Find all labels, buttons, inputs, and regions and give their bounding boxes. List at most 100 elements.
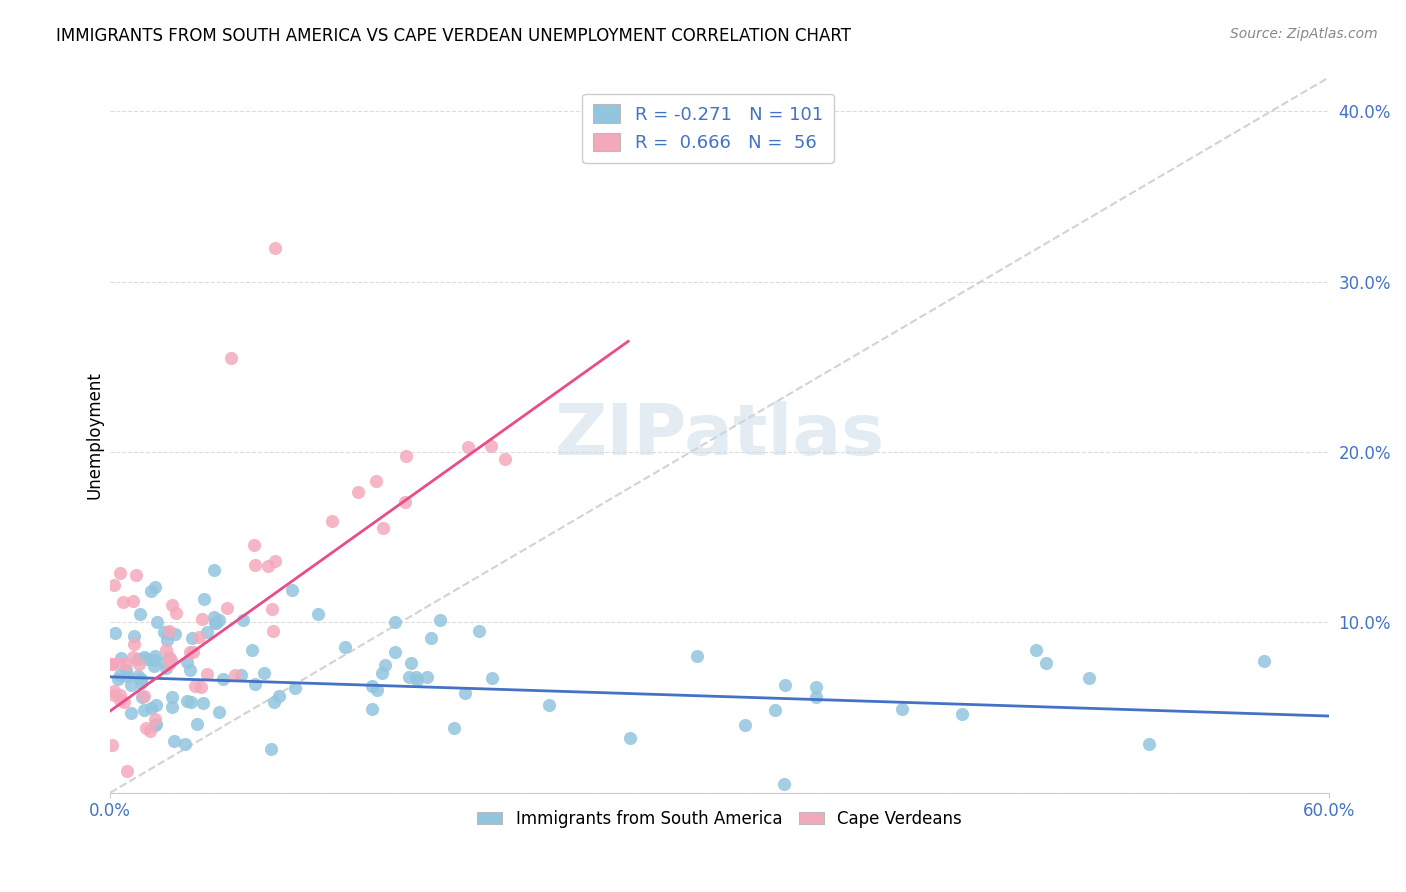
Point	[481, 672, 503, 686]
Point	[143, 712, 166, 726]
Point	[159, 653, 181, 667]
Point	[262, 624, 284, 639]
Point	[159, 653, 181, 667]
Point	[174, 737, 197, 751]
Point	[142, 653, 165, 667]
Point	[155, 661, 177, 675]
Point	[364, 475, 387, 489]
Point	[115, 664, 138, 678]
Point	[135, 721, 157, 735]
Point	[103, 578, 125, 592]
Point	[281, 583, 304, 598]
Point	[184, 679, 207, 693]
Point	[157, 657, 180, 671]
Point	[180, 695, 202, 709]
Point	[243, 677, 266, 691]
Point	[399, 656, 422, 670]
Point	[165, 627, 187, 641]
Point	[138, 723, 160, 738]
Point	[181, 645, 204, 659]
Point	[208, 613, 231, 627]
Point	[950, 707, 973, 722]
Point	[157, 650, 180, 665]
Point	[188, 630, 211, 644]
Point	[145, 717, 167, 731]
Point	[215, 601, 238, 615]
Point	[193, 591, 215, 606]
Point	[191, 696, 214, 710]
Point	[114, 657, 136, 672]
Point	[134, 704, 156, 718]
Point	[202, 563, 225, 577]
Point	[155, 643, 177, 657]
Point	[157, 626, 180, 640]
Point	[112, 595, 135, 609]
Point	[103, 688, 125, 702]
Point	[163, 734, 186, 748]
Point	[264, 241, 287, 255]
Point	[395, 449, 418, 463]
Point	[371, 521, 394, 535]
Point	[1137, 737, 1160, 751]
Point	[773, 777, 796, 791]
Point	[406, 673, 429, 687]
Point	[468, 624, 491, 639]
Point	[181, 631, 204, 645]
Point	[242, 642, 264, 657]
Point	[134, 650, 156, 665]
Point	[1253, 654, 1275, 668]
Point	[202, 610, 225, 624]
Point	[204, 616, 226, 631]
Point	[734, 718, 756, 732]
Point	[360, 679, 382, 693]
Point	[145, 698, 167, 712]
Point	[101, 657, 124, 672]
Point	[160, 690, 183, 705]
Point	[1025, 643, 1047, 657]
Point	[176, 655, 198, 669]
Point	[804, 681, 827, 695]
Point	[191, 612, 214, 626]
Point	[384, 615, 406, 629]
Point	[211, 672, 233, 686]
Point	[763, 702, 786, 716]
Point	[101, 738, 124, 752]
Point	[122, 649, 145, 664]
Point	[891, 702, 914, 716]
Point	[165, 606, 187, 620]
Point	[232, 613, 254, 627]
Point	[179, 645, 201, 659]
Point	[176, 694, 198, 708]
Point	[1035, 656, 1057, 670]
Point	[260, 602, 283, 616]
Point	[773, 678, 796, 692]
Point	[366, 683, 388, 698]
Point	[139, 701, 162, 715]
Point	[143, 658, 166, 673]
Point	[333, 640, 356, 654]
Text: ZIPatlas: ZIPatlas	[554, 401, 884, 469]
Point	[128, 607, 150, 622]
Point	[415, 670, 437, 684]
Point	[160, 700, 183, 714]
Point	[108, 566, 131, 580]
Point	[243, 558, 266, 573]
Point	[129, 672, 152, 686]
Point	[104, 625, 127, 640]
Point	[135, 651, 157, 665]
Point	[804, 690, 827, 704]
Point	[131, 690, 153, 704]
Point	[243, 538, 266, 552]
Point	[110, 693, 132, 707]
Point	[112, 695, 135, 709]
Point	[398, 669, 420, 683]
Point	[107, 657, 129, 671]
Point	[207, 706, 229, 720]
Point	[128, 669, 150, 683]
Point	[205, 615, 228, 630]
Point	[143, 580, 166, 594]
Point	[321, 514, 343, 528]
Point	[260, 742, 283, 756]
Point	[125, 568, 148, 582]
Point	[152, 655, 174, 669]
